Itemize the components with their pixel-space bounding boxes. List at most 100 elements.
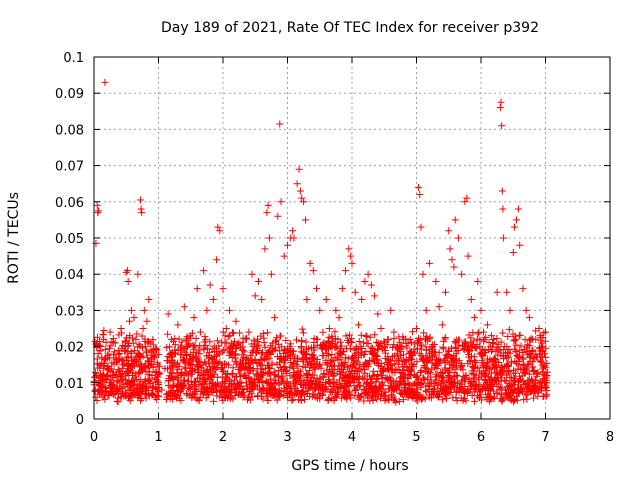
- data-point: [221, 370, 229, 378]
- data-point: [495, 385, 503, 393]
- data-point: [152, 344, 160, 352]
- data-point: [110, 348, 118, 356]
- data-point: [425, 393, 433, 401]
- data-point: [451, 373, 459, 381]
- data-point: [276, 347, 284, 355]
- data-point: [353, 373, 361, 381]
- data-point: [334, 335, 342, 343]
- data-point: [509, 330, 517, 338]
- data-point: [525, 336, 533, 344]
- data-point: [348, 259, 356, 267]
- data-point: [310, 335, 318, 343]
- data-point: [406, 353, 414, 361]
- data-point: [331, 328, 339, 336]
- data-point: [380, 343, 388, 351]
- data-point: [291, 390, 299, 398]
- data-point: [480, 335, 488, 343]
- data-point: [210, 382, 218, 390]
- data-point: [405, 381, 413, 389]
- data-point: [145, 296, 153, 304]
- data-point: [525, 360, 533, 368]
- data-point: [399, 351, 407, 359]
- data-point: [480, 382, 488, 390]
- data-point: [232, 317, 240, 325]
- data-point: [488, 376, 496, 384]
- data-point: [174, 321, 182, 329]
- data-point: [219, 328, 227, 336]
- data-point: [242, 374, 250, 382]
- data-point: [180, 376, 188, 384]
- data-point: [313, 341, 321, 349]
- data-point: [217, 388, 225, 396]
- data-point: [543, 379, 551, 387]
- data-point: [271, 314, 279, 322]
- data-point: [361, 277, 369, 285]
- data-point: [541, 371, 549, 379]
- data-point: [524, 361, 532, 369]
- data-point: [167, 368, 175, 376]
- data-point: [443, 352, 451, 360]
- data-point: [284, 351, 292, 359]
- data-point: [329, 372, 337, 380]
- data-point: [514, 352, 522, 360]
- data-point: [537, 382, 545, 390]
- data-point: [335, 376, 343, 384]
- data-point: [479, 361, 487, 369]
- data-point: [293, 180, 301, 188]
- data-point: [106, 328, 114, 336]
- data-point: [450, 263, 458, 271]
- x-tick-label: 2: [219, 430, 227, 445]
- data-point: [154, 373, 162, 381]
- data-point: [444, 346, 452, 354]
- data-point: [330, 385, 338, 393]
- data-point: [419, 270, 427, 278]
- data-point: [183, 391, 191, 399]
- data-point: [294, 374, 302, 382]
- data-point: [434, 381, 442, 389]
- data-point: [211, 385, 219, 393]
- data-point: [538, 339, 546, 347]
- data-point: [370, 389, 378, 397]
- data-point: [354, 321, 362, 329]
- data-point: [360, 365, 368, 373]
- data-point: [378, 385, 386, 393]
- data-point: [276, 332, 284, 340]
- data-point: [189, 346, 197, 354]
- data-point: [347, 367, 355, 375]
- data-point: [499, 329, 507, 337]
- data-point: [282, 370, 290, 378]
- data-point: [510, 345, 518, 353]
- data-point: [407, 391, 415, 399]
- data-point: [352, 364, 360, 372]
- data-point: [351, 370, 359, 378]
- data-point: [141, 335, 149, 343]
- data-point: [379, 382, 387, 390]
- data-point: [373, 355, 381, 363]
- data-point: [400, 335, 408, 343]
- data-point: [254, 392, 262, 400]
- data-point: [223, 373, 231, 381]
- data-point: [399, 396, 407, 404]
- data-point: [164, 330, 172, 338]
- data-point: [392, 398, 400, 406]
- data-point: [542, 344, 550, 352]
- data-point: [500, 234, 508, 242]
- data-point: [401, 374, 409, 382]
- data-point: [129, 339, 137, 347]
- data-point: [478, 356, 486, 364]
- data-point: [497, 391, 505, 399]
- data-point: [253, 349, 261, 357]
- data-point: [192, 335, 200, 343]
- data-point: [490, 339, 498, 347]
- data-point: [485, 397, 493, 405]
- data-point: [424, 369, 432, 377]
- data-point: [103, 375, 111, 383]
- data-point: [181, 365, 189, 373]
- data-point: [92, 369, 100, 377]
- data-point: [430, 380, 438, 388]
- data-point: [409, 328, 417, 336]
- data-point: [91, 386, 99, 394]
- data-point: [501, 386, 509, 394]
- data-point: [239, 334, 247, 342]
- data-point: [118, 373, 126, 381]
